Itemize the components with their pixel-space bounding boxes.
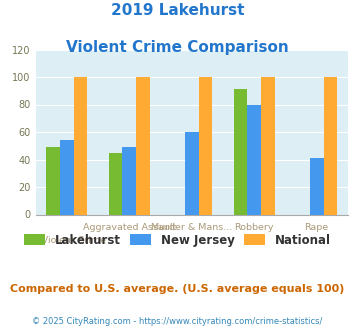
Legend: Lakehurst, New Jersey, National: Lakehurst, New Jersey, National — [20, 229, 335, 251]
Bar — [310, 158, 323, 214]
Text: Compared to U.S. average. (U.S. average equals 100): Compared to U.S. average. (U.S. average … — [10, 284, 345, 294]
Bar — [185, 132, 198, 214]
Bar — [136, 77, 150, 214]
Text: Murder & Mans...: Murder & Mans... — [151, 223, 232, 232]
Bar — [323, 77, 337, 214]
Bar — [46, 147, 60, 214]
Text: Robbery: Robbery — [234, 223, 274, 232]
Bar — [73, 77, 87, 214]
Bar — [109, 152, 122, 214]
Bar — [234, 89, 247, 214]
Text: © 2025 CityRating.com - https://www.cityrating.com/crime-statistics/: © 2025 CityRating.com - https://www.city… — [32, 317, 323, 326]
Text: Aggravated Assault: Aggravated Assault — [83, 223, 176, 232]
Bar — [247, 105, 261, 214]
Text: 2019 Lakehurst: 2019 Lakehurst — [111, 3, 244, 18]
Bar — [261, 77, 275, 214]
Text: Violent Crime Comparison: Violent Crime Comparison — [66, 40, 289, 54]
Bar — [122, 147, 136, 214]
Text: Rape: Rape — [305, 223, 329, 232]
Bar — [60, 140, 73, 214]
Text: All Violent Crime: All Violent Crime — [27, 236, 106, 245]
Bar — [198, 77, 212, 214]
